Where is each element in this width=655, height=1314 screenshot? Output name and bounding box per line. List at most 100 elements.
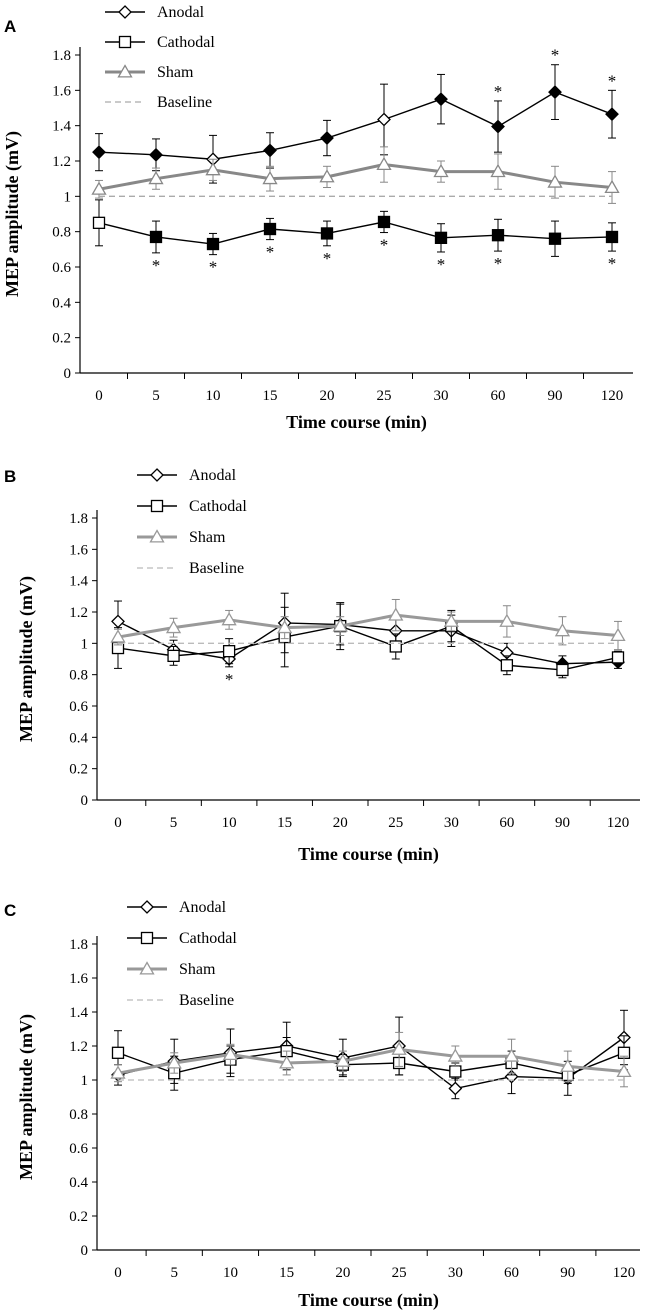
legend-label: Sham [157, 64, 194, 81]
point-cathodal [605, 230, 619, 244]
y-tick-label: 0.8 [69, 668, 88, 684]
series-line [98, 163, 613, 191]
x-tick-label: 10 [223, 1265, 238, 1281]
y-tick-label: 0.6 [52, 260, 71, 276]
x-tick-label: 60 [504, 1265, 519, 1281]
point-sham [332, 618, 348, 632]
point-cathodal [149, 230, 163, 244]
significance-star: * [323, 249, 332, 268]
x-tick-label: 60 [499, 815, 514, 831]
point-cathodal [320, 227, 334, 240]
x-tick-label: 0 [95, 388, 103, 404]
x-tick-label: 30 [444, 815, 459, 831]
legend-label: Cathodal [157, 34, 215, 51]
x-tick-label: 20 [333, 815, 348, 831]
y-tick-label: 0 [81, 793, 89, 809]
point-anodal [377, 112, 391, 127]
x-tick-label: 120 [601, 388, 624, 404]
y-tick-label: 0.2 [69, 1209, 88, 1225]
significance-star: * [437, 255, 446, 274]
point-anodal [548, 85, 562, 100]
point-cathodal [263, 222, 277, 236]
series-anodal [92, 64, 619, 184]
y-tick-label: 0.2 [69, 762, 88, 778]
legend-label: Cathodal [189, 498, 247, 515]
panel-a: A 0 0.2 0.4 0.6 0.8 1 1.2 1.4 1.6 1.8 0 5 10 15 20 25 30 6… [2, 4, 633, 433]
y-tick-label: 0.4 [52, 295, 71, 311]
point-sham [547, 174, 563, 188]
x-tick-label: 20 [335, 1265, 350, 1281]
point-sham [503, 1048, 520, 1062]
x-tick-label: 0 [114, 1265, 122, 1281]
series-line [117, 1047, 625, 1075]
legend-marker [150, 499, 164, 513]
x-tick-label: 90 [555, 815, 570, 831]
point-sham [610, 627, 626, 642]
point-sham [443, 613, 459, 627]
x-tick-label: 10 [206, 388, 221, 404]
point-sham [319, 169, 335, 183]
series-sham [110, 1031, 632, 1088]
y-tick-label: 0 [81, 1243, 89, 1259]
legend-marker [118, 5, 132, 19]
significance-star: * [608, 254, 617, 273]
x-tick-label: 120 [607, 815, 630, 831]
point-anodal [149, 147, 163, 162]
point-cathodal [377, 215, 391, 229]
x-tick-label: 60 [491, 388, 506, 404]
point-cathodal [434, 231, 448, 245]
point-sham [165, 619, 182, 634]
legend: Anodal Cathodal Sham Baseline [105, 4, 215, 111]
legend-marker [117, 64, 133, 78]
panel-label: A [4, 17, 16, 36]
legend-label: Anodal [189, 467, 237, 484]
series-anodal [111, 592, 625, 673]
point-cathodal [556, 663, 569, 677]
point-sham [616, 1063, 632, 1078]
panel-label: C [4, 901, 16, 920]
x-tick-label: 5 [152, 388, 160, 404]
y-tick-label: 1.6 [69, 542, 88, 558]
point-cathodal [389, 640, 402, 653]
point-sham [205, 162, 221, 176]
y-tick-label: 1.8 [69, 511, 88, 527]
series-line [117, 613, 619, 639]
legend-label: Baseline [157, 94, 212, 111]
point-sham [166, 1055, 182, 1069]
x-tick-label: 10 [222, 815, 237, 831]
y-tick-label: 0.6 [69, 699, 88, 715]
y-tick-label: 1.4 [69, 574, 88, 590]
x-tick-label: 20 [320, 388, 335, 404]
point-sham [335, 1053, 351, 1067]
x-axis-title: Time course (min) [298, 844, 439, 865]
point-cathodal [111, 1046, 125, 1059]
point-sham [554, 622, 571, 637]
significance-star: * [152, 256, 161, 275]
x-tick-label: 25 [377, 388, 392, 404]
legend-label: Baseline [189, 560, 244, 577]
series-line [98, 221, 613, 245]
legend-label: Baseline [179, 992, 234, 1009]
point-sham [91, 181, 107, 195]
point-sham [277, 619, 293, 634]
y-tick-label: 1.4 [52, 119, 71, 135]
y-tick-label: 0.4 [69, 730, 88, 746]
x-tick-label: 90 [560, 1265, 575, 1281]
point-anodal [111, 614, 125, 629]
y-tick-label: 1.8 [69, 937, 88, 953]
x-tick-label: 25 [388, 815, 403, 831]
point-sham [110, 629, 126, 643]
y-axis-title: MEP amplitude (mV) [16, 1014, 37, 1180]
point-cathodal [491, 229, 505, 242]
point-cathodal [206, 237, 220, 251]
series-line [117, 1050, 625, 1076]
y-tick-label: 1.6 [52, 83, 71, 99]
legend-label: Sham [189, 529, 226, 546]
point-cathodal [167, 649, 180, 663]
y-axis-title: MEP amplitude (mV) [16, 576, 37, 742]
significance-star: * [608, 71, 617, 90]
point-sham [148, 170, 164, 185]
point-cathodal [548, 232, 562, 245]
x-tick-label: 120 [613, 1265, 636, 1281]
